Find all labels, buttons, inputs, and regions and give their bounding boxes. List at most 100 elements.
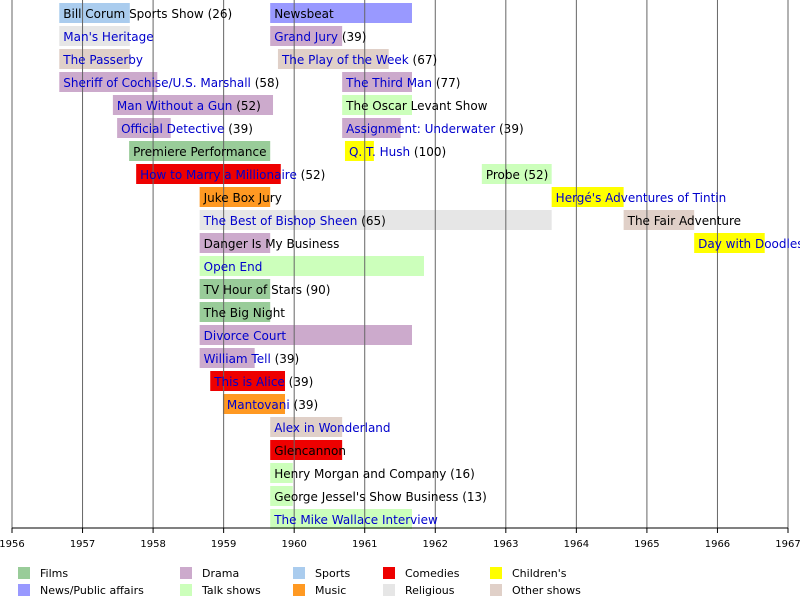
- bar: [277, 49, 389, 69]
- show-name: The Fair Adventure: [627, 214, 741, 228]
- show-name: Assignment: Underwater: [346, 122, 495, 136]
- bar: [270, 509, 412, 529]
- episode-count: (13): [462, 490, 487, 504]
- show-name: The Big Night: [203, 306, 286, 320]
- show-name: Juke Box Jury: [203, 191, 282, 205]
- bar: [344, 141, 374, 161]
- bar-label: Bill Corum Sports Show (26): [63, 7, 232, 21]
- bar: [199, 210, 552, 230]
- episode-count: (26): [208, 7, 233, 21]
- legend-label: Comedies: [405, 567, 460, 580]
- bar: [199, 302, 271, 322]
- bar: [623, 210, 695, 230]
- bar: [199, 256, 424, 276]
- episode-count: (39): [228, 122, 253, 136]
- bar-label: Premiere Performance: [133, 145, 266, 159]
- legend-label: Music: [315, 584, 346, 597]
- episode-count: (39): [294, 398, 319, 412]
- show-name: Man Without a Gun: [117, 99, 233, 113]
- episode-count: (77): [436, 76, 461, 90]
- show-name: Day with Doodles: [698, 237, 800, 251]
- bar-label: Grand Jury (39): [274, 30, 366, 44]
- bar-label: Official Detective (39): [121, 122, 253, 136]
- show-name: Premiere Performance: [133, 145, 266, 159]
- show-name: TV Hour of Stars: [203, 283, 302, 297]
- legend-swatch: [490, 567, 502, 579]
- bar-label: Juke Box Jury: [203, 191, 282, 205]
- legend-swatch: [18, 584, 30, 596]
- x-tick-label: 1957: [70, 539, 95, 550]
- episode-count: (67): [413, 53, 438, 67]
- episode-count: (52): [524, 168, 549, 182]
- bar-label: Q. T. Hush (100): [349, 145, 446, 159]
- bar: [342, 72, 412, 92]
- bar: [551, 187, 624, 207]
- bar: [210, 371, 286, 391]
- legend-label: Religious: [405, 584, 455, 597]
- show-name: Newsbeat: [274, 7, 334, 21]
- show-name: Divorce Court: [204, 329, 287, 343]
- bar: [342, 118, 401, 138]
- show-name: Bill Corum Sports Show: [63, 7, 204, 21]
- episode-count: (100): [414, 145, 446, 159]
- bar-label: The Mike Wallace Interview: [273, 513, 438, 527]
- legend-label: Films: [40, 567, 68, 580]
- show-name: Glencannon: [274, 444, 346, 458]
- episode-count: (39): [275, 352, 300, 366]
- legend-swatch: [490, 584, 502, 596]
- bar-label: Alex in Wonderland: [274, 421, 390, 435]
- bar-label: Man Without a Gun (52): [117, 99, 261, 113]
- show-name: Sheriff of Cochise/U.S. Marshall: [63, 76, 251, 90]
- show-name: Hergé's Adventures of Tintin: [556, 191, 727, 205]
- x-tick-label: 1963: [493, 539, 518, 550]
- bar: [342, 95, 412, 115]
- legend-label: Talk shows: [201, 584, 261, 597]
- bar-label: The Passerby: [62, 53, 143, 67]
- show-name: How to Marry a Millionaire: [140, 168, 297, 182]
- bar: [270, 417, 343, 437]
- legend-swatch: [383, 567, 395, 579]
- x-tick-label: 1961: [352, 539, 377, 550]
- episode-count: (16): [450, 467, 475, 481]
- bar-label: Hergé's Adventures of Tintin: [556, 191, 727, 205]
- bar: [270, 26, 343, 46]
- legend-swatch: [293, 567, 305, 579]
- bar-label: William Tell (39): [204, 352, 300, 366]
- show-name: William Tell: [204, 352, 271, 366]
- x-tick-label: 1965: [634, 539, 659, 550]
- legend-swatch: [180, 584, 192, 596]
- show-name: Danger Is My Business: [204, 237, 340, 251]
- show-name: The Mike Wallace Interview: [273, 513, 438, 527]
- bar-label: Henry Morgan and Company (16): [274, 467, 475, 481]
- bar-label: Danger Is My Business: [204, 237, 340, 251]
- show-name: The Oscar Levant Show: [345, 99, 488, 113]
- show-name: Official Detective: [121, 122, 224, 136]
- bar-label: Man's Heritage: [63, 30, 153, 44]
- bar-label: Newsbeat: [274, 7, 334, 21]
- bar: [270, 440, 343, 460]
- x-tick-label: 1959: [211, 539, 236, 550]
- x-tick-label: 1960: [281, 539, 306, 550]
- bar: [199, 325, 412, 345]
- bar-label: Open End: [204, 260, 263, 274]
- bar-label: The Oscar Levant Show: [345, 99, 488, 113]
- bar-label: Sheriff of Cochise/U.S. Marshall (58): [63, 76, 279, 90]
- show-name: Man's Heritage: [63, 30, 153, 44]
- legend-swatch: [180, 567, 192, 579]
- legend-label: Drama: [202, 567, 239, 580]
- bar: [136, 164, 281, 184]
- show-name: Open End: [204, 260, 263, 274]
- bar: [117, 118, 171, 138]
- bar: [270, 486, 293, 506]
- bar: [199, 279, 271, 299]
- show-name: Henry Morgan and Company: [274, 467, 446, 481]
- show-name: George Jessel's Show Business: [274, 490, 458, 504]
- bar-label: Divorce Court: [204, 329, 287, 343]
- episode-count: (65): [361, 214, 386, 228]
- bar-label: How to Marry a Millionaire (52): [140, 168, 325, 182]
- legend-label: Other shows: [512, 584, 581, 597]
- x-tick-label: 1966: [705, 539, 730, 550]
- bar: [59, 3, 130, 23]
- show-name: Mantovani: [227, 398, 290, 412]
